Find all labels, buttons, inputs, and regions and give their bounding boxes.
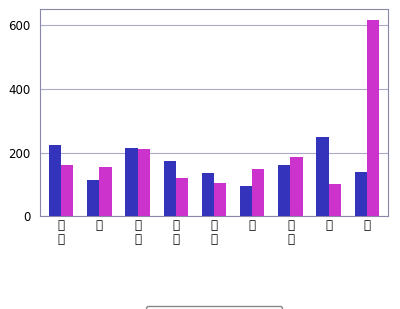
Bar [125,148,138,216]
Bar [49,145,61,216]
Bar [138,150,150,216]
Bar [176,178,188,216]
Bar [202,173,214,216]
Bar [329,184,341,216]
Bar [214,183,226,216]
Bar [87,180,99,216]
Bar [316,137,329,216]
Bar [290,157,303,216]
Bar [164,161,176,216]
Bar [355,172,367,216]
Legend: 炎症マウスに糖鎖無しリポソーム投与, 炎症マウスに糖鎖付きリポソーム投与: 炎症マウスに糖鎖無しリポソーム投与, 炎症マウスに糖鎖付きリポソーム投与 [146,306,282,309]
Bar [240,186,252,216]
Bar [99,167,112,216]
Bar [61,165,73,216]
Bar [367,20,379,216]
Bar [278,165,290,216]
Bar [252,168,264,216]
